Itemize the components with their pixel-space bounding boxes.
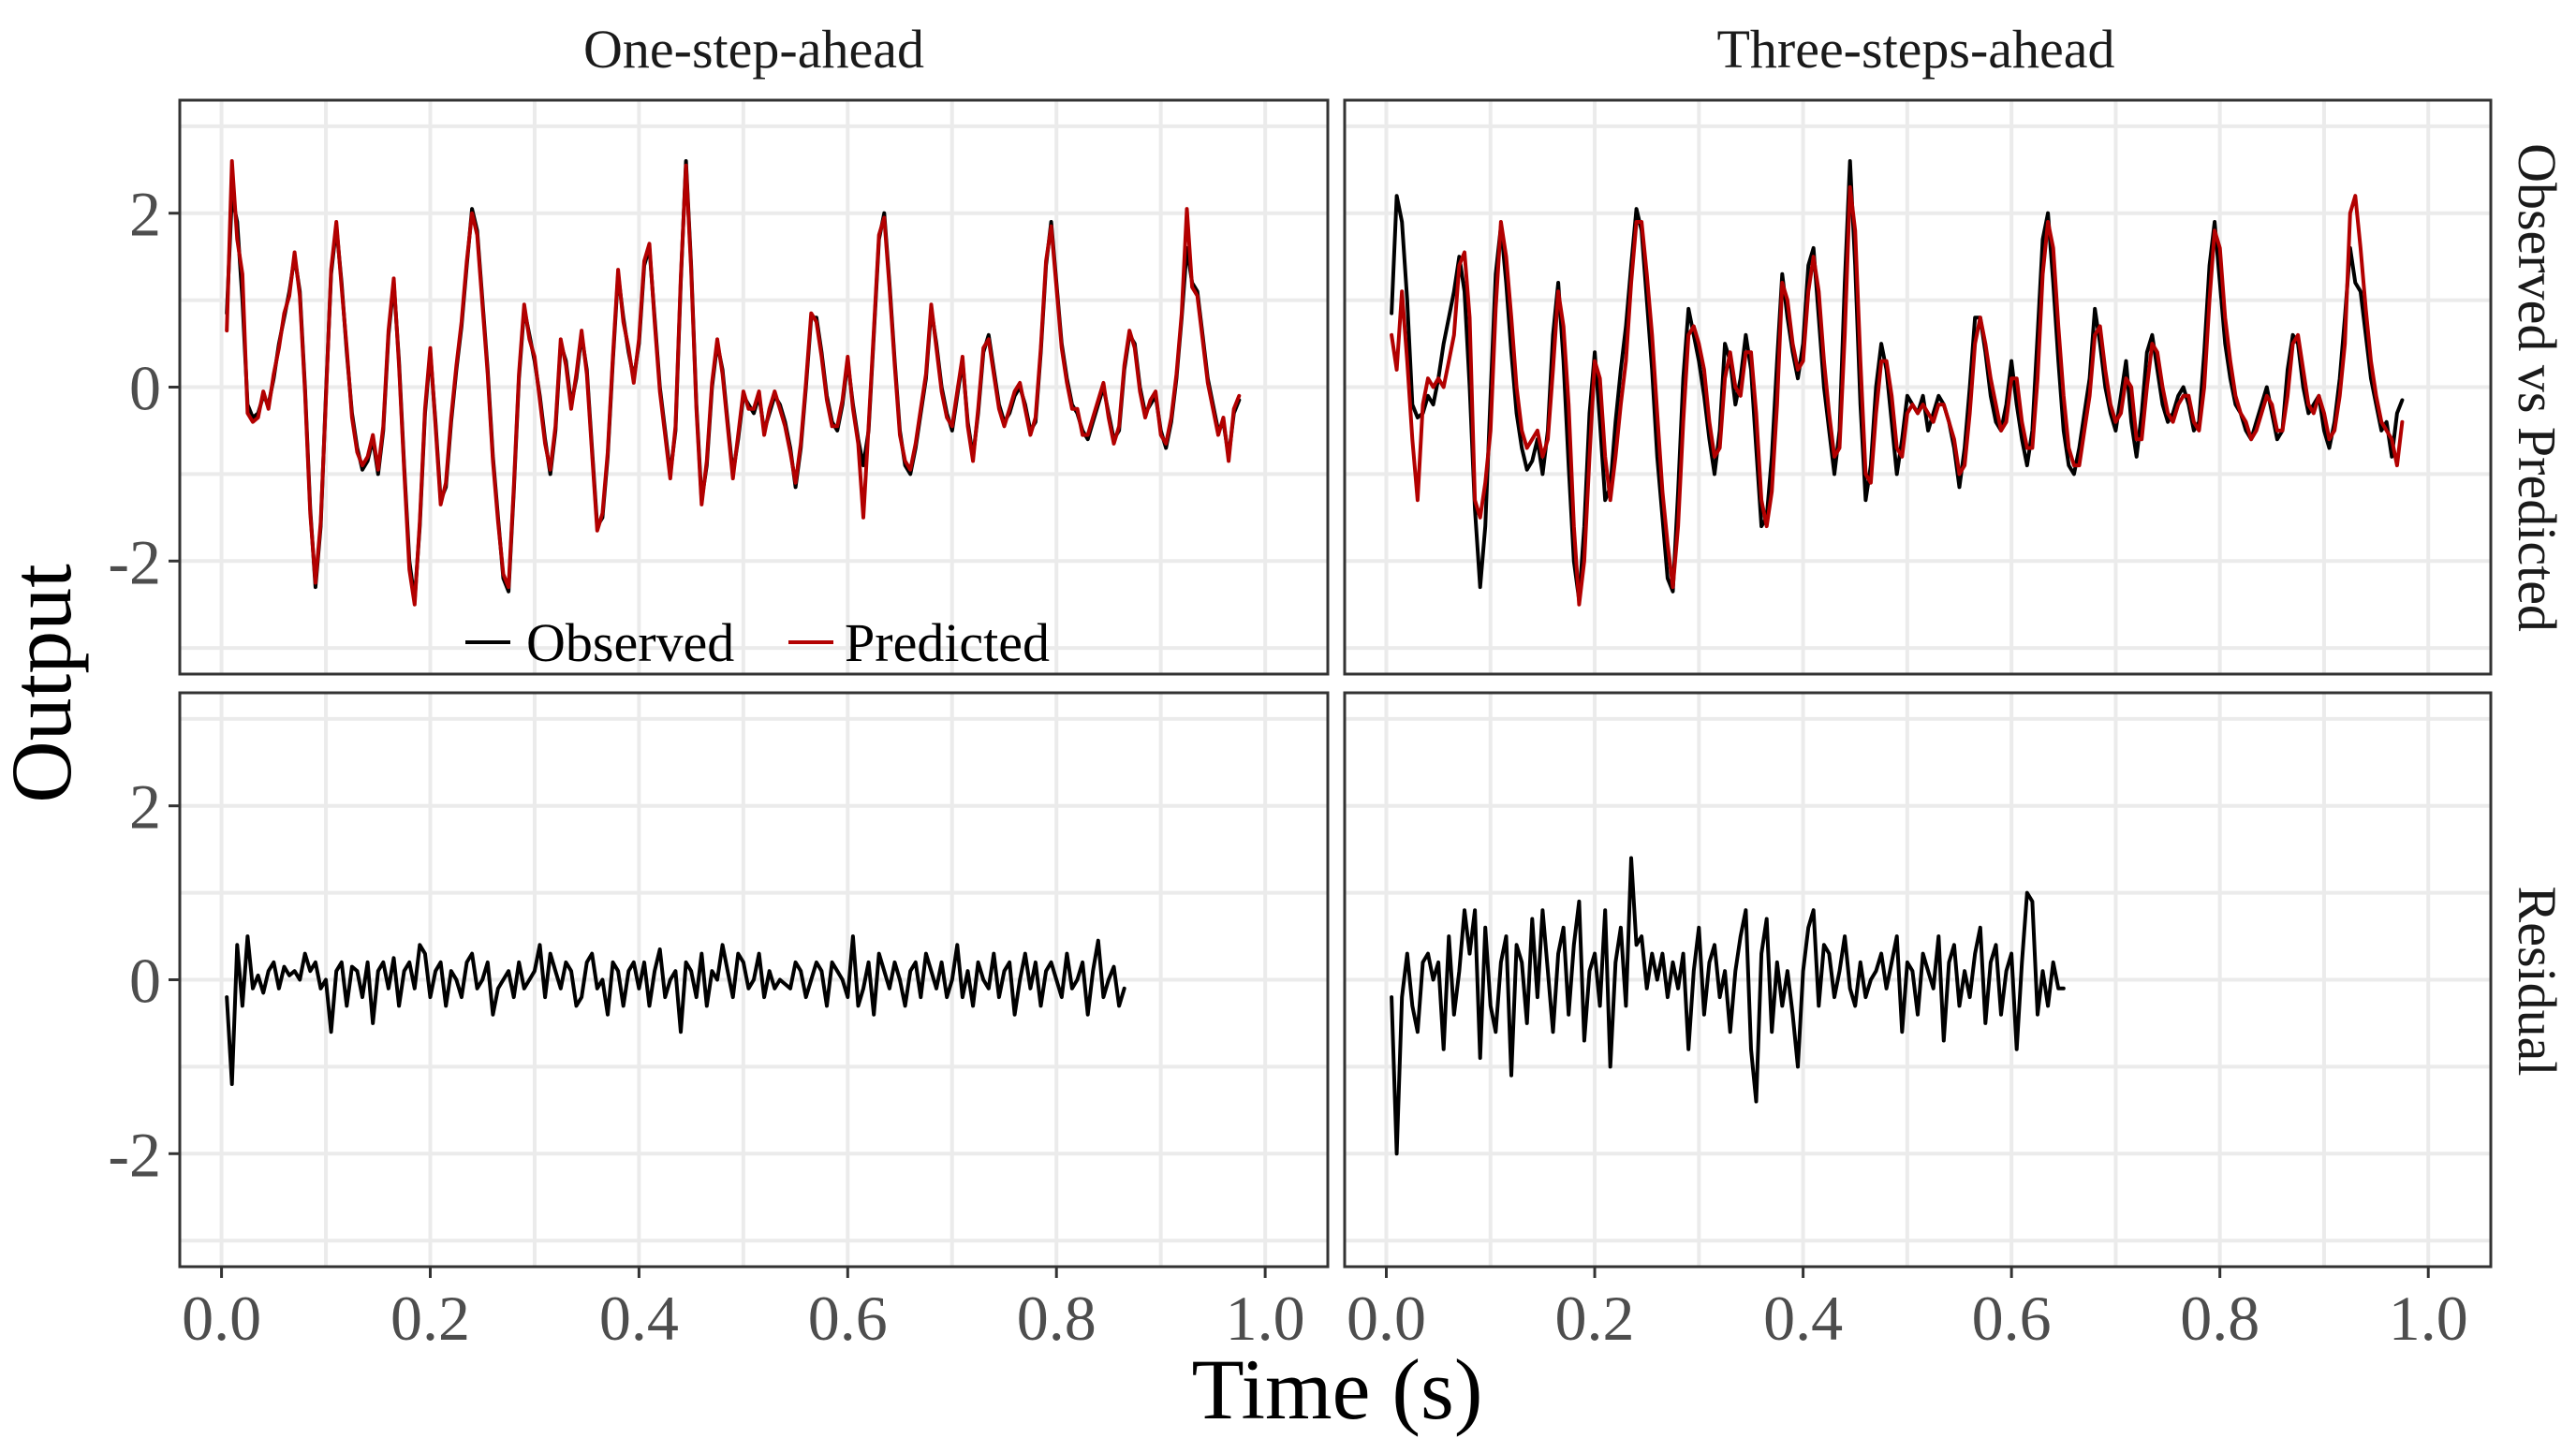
residual-line <box>225 934 1126 1086</box>
panel-residual-one-step <box>178 691 1330 1269</box>
x-tick-label: 0.2 <box>1555 1283 1635 1354</box>
x-tick-label: 0.0 <box>182 1283 261 1354</box>
y-tick-label: 0 <box>129 946 161 1017</box>
panel-observed-vs-predicted-three-steps <box>1343 98 2493 676</box>
y-axis-title: Output <box>0 564 89 803</box>
predicted-line <box>1390 184 2405 607</box>
y-tick-label: -2 <box>108 526 161 597</box>
x-tick-label: 1.0 <box>2389 1283 2468 1354</box>
panel-residual-three-steps <box>1343 691 2493 1269</box>
x-tick-label: 0.0 <box>1347 1283 1426 1354</box>
col-strip-label-one-step: One-step-ahead <box>583 19 924 80</box>
panel-observed-vs-predicted-one-step <box>178 98 1330 676</box>
predicted-line <box>225 159 1242 607</box>
y-tick-label: 2 <box>129 771 161 843</box>
chart-panels: -2 0 2 -2 0 2 0.0 0.2 0.4 0.6 0.8 1.0 0.0 0.2 0.4 0.6 0.… <box>108 98 2493 1354</box>
x-tick-label: 0.6 <box>1972 1283 2052 1354</box>
x-tick-label: 0.2 <box>390 1283 470 1354</box>
row-strip-label-residual: Residual <box>2507 887 2568 1077</box>
panel-border <box>1343 691 2493 1269</box>
y-tick-label: 0 <box>129 353 161 424</box>
legend: Observed Predicted <box>465 612 1050 673</box>
x-tick-label: 0.8 <box>1017 1283 1097 1354</box>
panel-border <box>1343 98 2493 676</box>
legend-label-observed: Observed <box>526 612 734 673</box>
x-axis-title: Time (s) <box>1192 1342 1483 1437</box>
y-tick-label: 2 <box>129 179 161 250</box>
legend-label-predicted: Predicted <box>845 612 1050 673</box>
y-tick-label: -2 <box>108 1119 161 1190</box>
x-tick-label: 0.4 <box>1763 1283 1843 1354</box>
row-strip-label-observed-vs-predicted: Observed vs Predicted <box>2507 143 2568 632</box>
residual-line <box>1390 856 2066 1156</box>
x-tick-label: 0.4 <box>599 1283 679 1354</box>
x-tick-label: 0.8 <box>2180 1283 2260 1354</box>
x-tick-label: 1.0 <box>1226 1283 1305 1354</box>
x-tick-label: 0.6 <box>808 1283 888 1354</box>
col-strip-label-three-steps: Three-steps-ahead <box>1716 19 2114 80</box>
